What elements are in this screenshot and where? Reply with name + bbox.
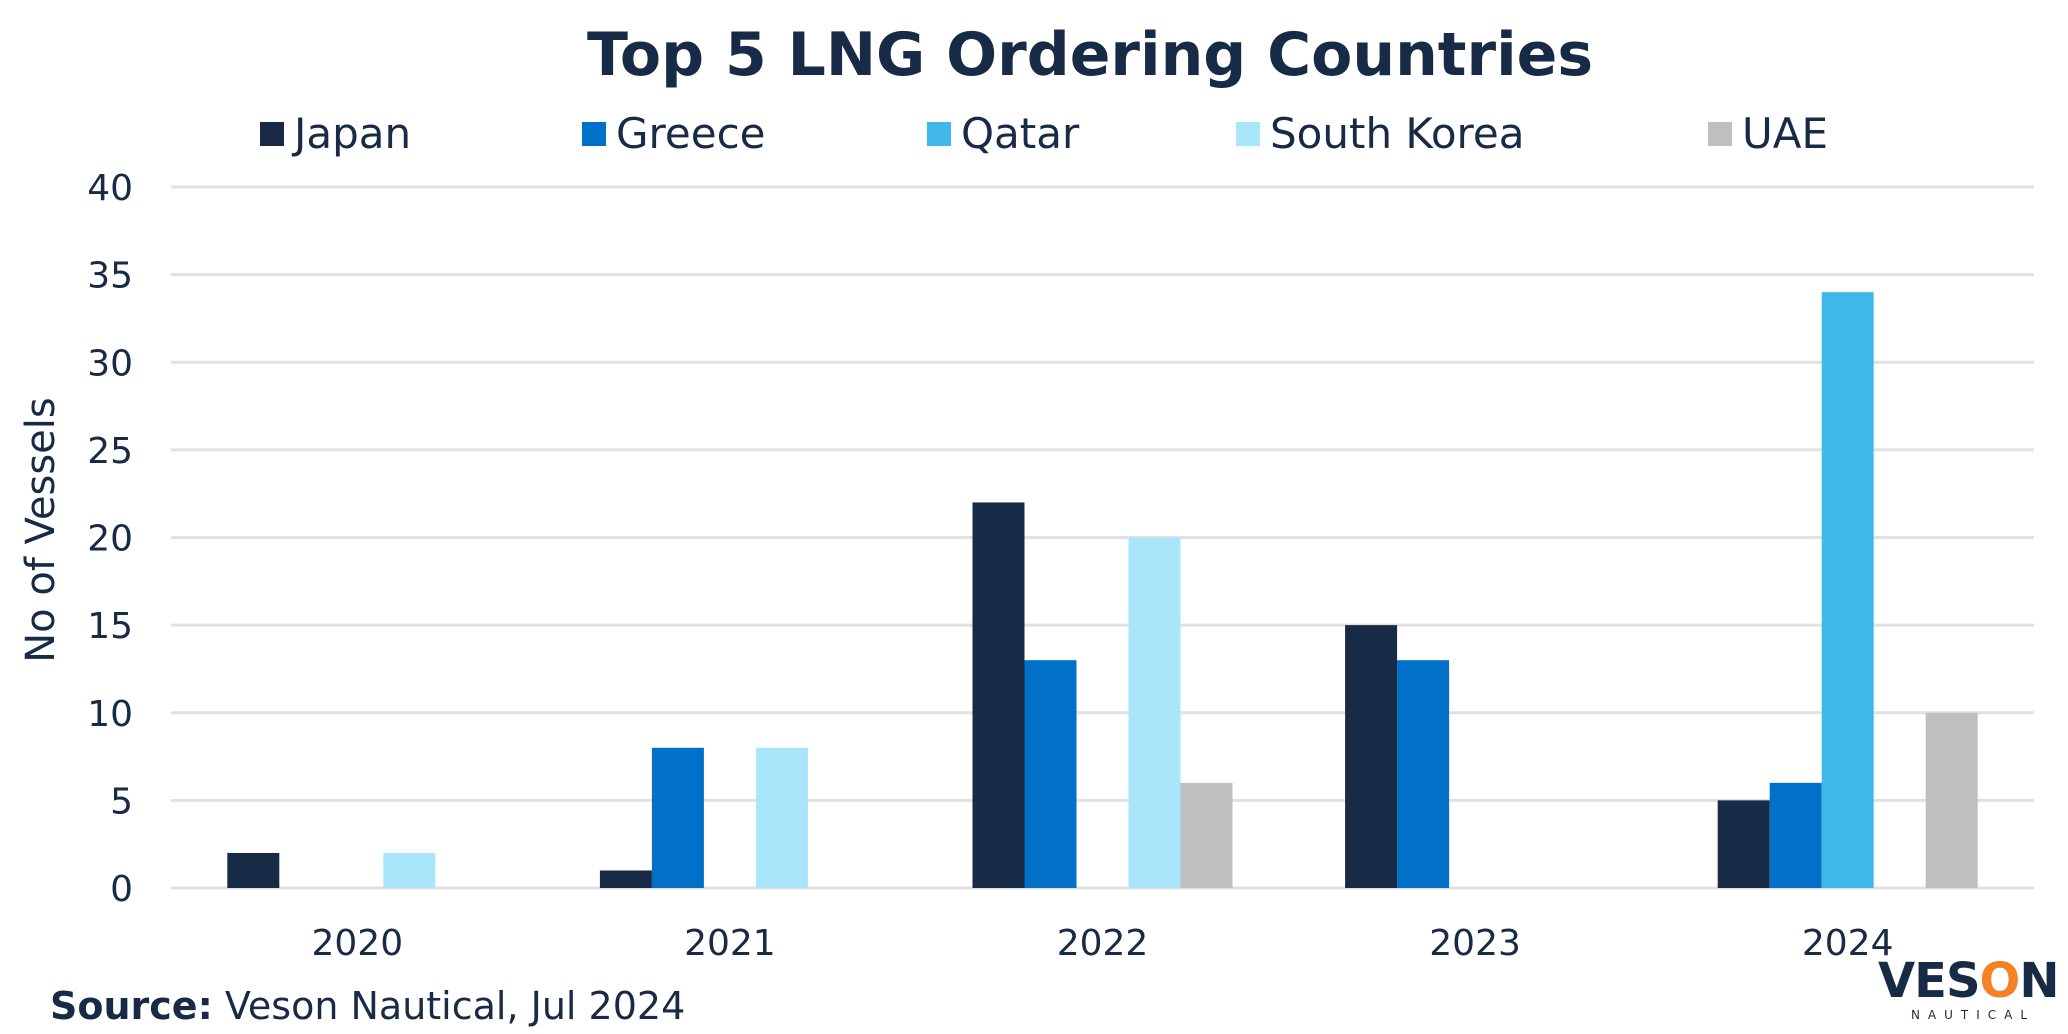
- veson-nautical-logo: VESON NAUTICAL: [1878, 953, 2060, 1023]
- x-tick-label: 2020: [311, 923, 403, 964]
- bar-japan-2024: [1717, 800, 1770, 888]
- y-tick-label: 15: [87, 606, 133, 647]
- bar-greece-2024: [1769, 782, 1822, 888]
- bar-japan-2023: [1345, 625, 1398, 888]
- logo-text-n: N: [2019, 953, 2059, 1009]
- legend-swatch: [260, 122, 284, 146]
- legend-swatch: [927, 122, 951, 146]
- logo-wordmark: VESON: [1878, 953, 2060, 1009]
- bar-greece-2023: [1397, 660, 1450, 888]
- source-note: Source: Veson Nautical, Jul 2024: [50, 984, 685, 1028]
- legend-label: South Korea: [1270, 109, 1524, 158]
- bar-uae-2024: [1925, 712, 1978, 888]
- legend-label: Greece: [616, 109, 766, 158]
- bar-south-korea-2022: [1128, 537, 1181, 888]
- y-tick-label: 30: [87, 343, 133, 384]
- y-tick-label: 5: [110, 781, 133, 822]
- bars: [227, 292, 1978, 888]
- bar-japan-2021: [599, 870, 652, 888]
- source-text: Veson Nautical, Jul 2024: [212, 984, 686, 1028]
- y-axis-label: No of Vessels: [18, 397, 64, 663]
- y-axis-ticks: 0 5 10 15 20 25 30 35 40: [87, 168, 133, 910]
- x-tick-label: 2024: [1802, 923, 1894, 964]
- x-tick-label: 2022: [1057, 923, 1149, 964]
- legend-item-uae: UAE: [1708, 109, 1828, 158]
- legend-item-qatar: Qatar: [927, 109, 1080, 158]
- legend-swatch: [1708, 122, 1732, 146]
- legend-label: Qatar: [961, 109, 1080, 158]
- y-tick-label: 10: [87, 694, 133, 735]
- y-tick-label: 0: [110, 869, 133, 910]
- bar-greece-2021: [651, 747, 704, 888]
- logo-swirl-o-icon: O: [1979, 953, 2021, 1009]
- y-tick-label: 35: [87, 256, 133, 297]
- legend-swatch: [1236, 122, 1260, 146]
- y-tick-label: 40: [87, 168, 133, 209]
- legend-item-greece: Greece: [582, 109, 766, 158]
- source-label: Source:: [50, 984, 213, 1028]
- legend-swatch: [582, 122, 606, 146]
- legend-label: UAE: [1742, 109, 1828, 158]
- bar-japan-2022: [972, 502, 1025, 888]
- bar-qatar-2024: [1821, 292, 1874, 888]
- legend-item-south-korea: South Korea: [1236, 109, 1524, 158]
- chart-title: Top 5 LNG Ordering Countries: [587, 20, 1593, 90]
- bar-south-korea-2020: [383, 852, 436, 888]
- x-tick-label: 2023: [1429, 923, 1521, 964]
- bar-japan-2020: [227, 852, 280, 888]
- x-axis-ticks: 2020 2021 2022 2023 2024: [311, 923, 1893, 964]
- y-tick-label: 20: [87, 519, 133, 560]
- x-tick-label: 2021: [684, 923, 776, 964]
- legend: Japan Greece Qatar South Korea UAE: [260, 109, 1828, 158]
- bar-uae-2022: [1180, 782, 1233, 888]
- bar-south-korea-2021: [755, 747, 808, 888]
- logo-text-ves: VES: [1878, 953, 1981, 1009]
- y-tick-label: 25: [87, 431, 133, 472]
- bar-greece-2022: [1024, 660, 1077, 888]
- logo-subtitle: NAUTICAL: [1910, 1008, 2036, 1022]
- legend-item-japan: Japan: [260, 109, 411, 158]
- gridlines: [171, 185, 2034, 890]
- legend-label: Japan: [291, 109, 411, 158]
